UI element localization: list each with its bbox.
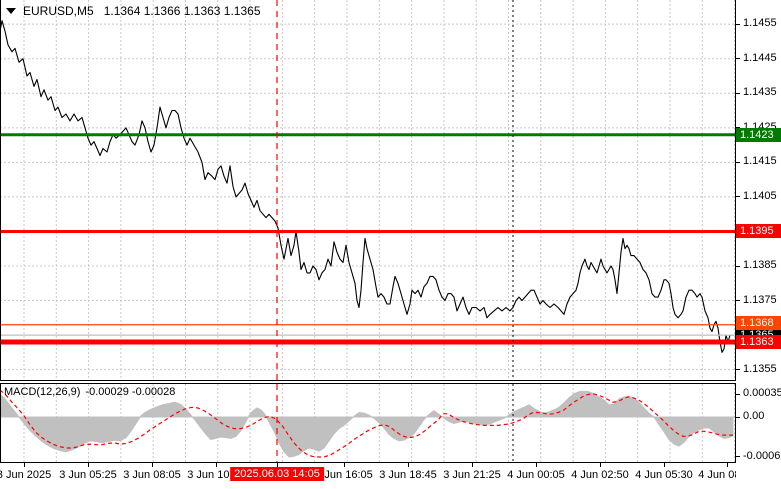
- price-axis-label: 1.1375: [743, 293, 777, 306]
- time-axis-tick: [600, 463, 601, 467]
- macd-axis-label: 0.00: [743, 410, 765, 422]
- price-axis-label: 1.1355: [743, 362, 777, 375]
- time-axis-label: 3 Jun 18:45: [379, 469, 437, 481]
- price-level-badge: 1.1423: [736, 127, 781, 142]
- macd-histogram: [0, 390, 734, 458]
- time-axis-tick: [536, 463, 537, 467]
- macd-indicator-name: MACD(12,26,9): [4, 386, 81, 398]
- time-axis-tick: [472, 463, 473, 467]
- price-axis-tick: [736, 369, 740, 371]
- price-axis-label: 1.1435: [743, 86, 777, 99]
- time-axis-tick: [344, 463, 345, 467]
- time-axis-tick: [152, 463, 153, 467]
- time-axis-tick: [88, 463, 89, 467]
- macd-signal-line: [0, 389, 733, 458]
- macd-axis-tick: [736, 416, 740, 418]
- macd-indicator-label: MACD(12,26,9) -0.00029 -0.00028: [4, 386, 175, 398]
- price-axis-tick: [736, 23, 740, 25]
- time-axis-label: 3 Jun 08:05: [123, 469, 181, 481]
- price-level-badge: 1.1395: [736, 224, 781, 239]
- price-axis-label: 1.1415: [743, 155, 777, 168]
- price-axis-label: 1.1405: [743, 189, 777, 202]
- time-cursor-badge: 2025.06.03 14:05: [230, 467, 324, 481]
- price-axis-tick: [736, 300, 740, 302]
- time-axis-tick: [727, 463, 728, 467]
- time-axis-label: 4 Jun 05:30: [635, 469, 693, 481]
- time-axis: 2025.06.03 14:05 3 Jun 2025 3 Jun 05:25 3 …: [0, 463, 781, 489]
- time-axis-tick: [664, 463, 665, 467]
- price-axis-label: 1.1445: [743, 51, 777, 64]
- time-cursor-tick: [277, 463, 278, 467]
- symbol-period-label: EURUSD,M5: [23, 4, 94, 18]
- macd-axis-label: 0.00035: [743, 387, 781, 400]
- time-axis-label: 3 Jun 21:25: [443, 469, 501, 481]
- time-axis-tick: [24, 463, 25, 467]
- time-axis-label: 4 Jun 02:50: [571, 469, 629, 481]
- macd-indicator-values: -0.00029 -0.00028: [85, 386, 176, 398]
- price-level-badge: 1.1363: [736, 335, 781, 349]
- price-line: [0, 20, 733, 353]
- price-axis-tick: [736, 265, 740, 267]
- price-axis-tick: [736, 58, 740, 60]
- macd-pane-canvas[interactable]: [0, 383, 736, 463]
- time-axis-tick: [408, 463, 409, 467]
- ohlc-values: 1.1364 1.1366 1.1363 1.1365: [103, 4, 261, 18]
- price-axis-tick: [736, 196, 740, 198]
- macd-axis-tick: [736, 456, 740, 458]
- price-axis: 1.14551.14451.14351.14251.14151.14051.13…: [736, 0, 781, 489]
- price-level-badge: 1.1368: [736, 315, 781, 330]
- macd-axis-tick: [736, 393, 740, 395]
- price-pane-canvas[interactable]: [0, 0, 736, 381]
- time-axis-tick: [216, 463, 217, 467]
- price-axis-label: 1.1455: [743, 17, 777, 30]
- price-axis-label: 1.1385: [743, 259, 777, 271]
- time-axis-label: 3 Jun 05:25: [59, 469, 117, 481]
- price-axis-tick: [736, 92, 740, 94]
- time-axis-label: 3 Jun 16:05: [315, 469, 373, 481]
- price-axis-tick: [736, 161, 740, 163]
- chart-title: EURUSD,M5 1.1364 1.1366 1.1363 1.1365: [6, 4, 261, 18]
- time-axis-label: 4 Jun 00:05: [507, 469, 565, 481]
- symbol-dropdown-arrow-icon[interactable]: [6, 7, 16, 14]
- time-axis-label: 3 Jun 2025: [0, 469, 52, 481]
